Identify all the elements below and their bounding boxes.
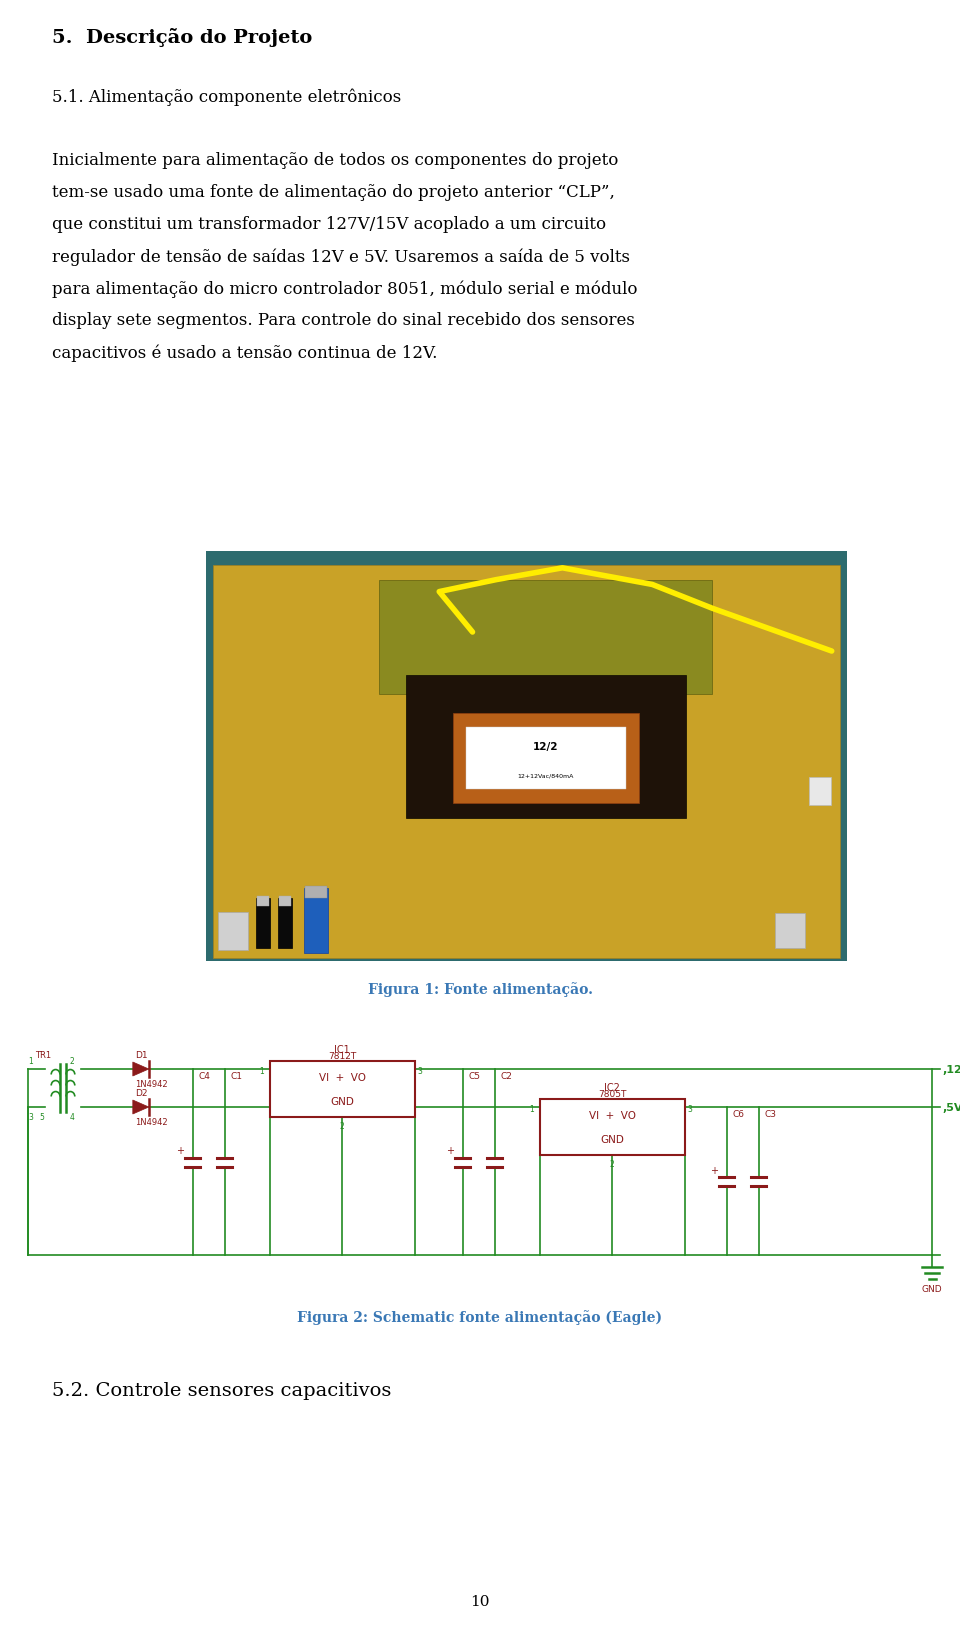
Text: C5: C5 [468, 1071, 481, 1081]
Text: Figura 1: Fonte alimentação.: Figura 1: Fonte alimentação. [368, 981, 592, 996]
Text: C2: C2 [501, 1071, 513, 1081]
Text: 5.  Descrição do Projeto: 5. Descrição do Projeto [52, 28, 312, 47]
Text: Inicialmente para alimentação de todos os componentes do projeto: Inicialmente para alimentação de todos o… [52, 152, 618, 170]
Text: C3: C3 [765, 1110, 777, 1118]
Bar [304, 888, 328, 954]
Text: 4: 4 [70, 1112, 75, 1121]
Text: +: + [445, 1146, 454, 1156]
Bar [808, 778, 830, 805]
Text: display sete segmentos. Para controle do sinal recebido dos sensores: display sete segmentos. Para controle do… [52, 311, 635, 329]
Text: GND: GND [922, 1284, 943, 1293]
Text: 7805T: 7805T [598, 1089, 627, 1099]
Text: 1N4942: 1N4942 [134, 1117, 167, 1126]
Text: Figura 2: Schematic fonte alimentação (Eagle): Figura 2: Schematic fonte alimentação (E… [298, 1309, 662, 1324]
Bar [270, 1061, 415, 1117]
Text: 12+12Vac/840mA: 12+12Vac/840mA [517, 773, 574, 778]
Text: VI  +  VO: VI + VO [319, 1073, 366, 1082]
Bar [379, 580, 712, 694]
Bar [540, 1099, 684, 1156]
Text: C6: C6 [732, 1110, 745, 1118]
Text: tem-se usado uma fonte de alimentação do projeto anterior “CLP”,: tem-se usado uma fonte de alimentação do… [52, 184, 614, 200]
Text: GND: GND [600, 1134, 624, 1144]
Text: capacitivos é usado a tensão continua de 12V.: capacitivos é usado a tensão continua de… [52, 344, 438, 362]
Text: 3: 3 [687, 1105, 693, 1113]
Bar [213, 566, 840, 958]
Bar [257, 897, 270, 906]
Text: para alimentação do micro controlador 8051, módulo serial e módulo: para alimentação do micro controlador 80… [52, 280, 637, 297]
Bar [406, 675, 685, 818]
Text: GND: GND [330, 1097, 354, 1107]
Text: que constitui um transformador 127V/15V acoplado a um circuito: que constitui um transformador 127V/15V … [52, 215, 606, 233]
Bar [206, 551, 847, 962]
Text: regulador de tensão de saídas 12V e 5V. Usaremos a saída de 5 volts: regulador de tensão de saídas 12V e 5V. … [52, 248, 630, 266]
Polygon shape [132, 1063, 149, 1076]
Text: +: + [709, 1165, 718, 1175]
Text: ,12V: ,12V [942, 1064, 960, 1074]
Text: C4: C4 [199, 1071, 210, 1081]
Text: 12/2: 12/2 [533, 742, 559, 751]
Text: 5.2. Controle sensores capacitivos: 5.2. Controle sensores capacitivos [52, 1381, 392, 1399]
Text: 3: 3 [418, 1068, 422, 1076]
Text: C1: C1 [230, 1071, 243, 1081]
Text: D1: D1 [134, 1050, 148, 1060]
Bar [279, 897, 292, 906]
Text: 3: 3 [28, 1112, 33, 1121]
Text: 7812T: 7812T [328, 1051, 356, 1061]
Bar [466, 727, 626, 789]
Text: 5: 5 [39, 1112, 44, 1121]
Text: IC2: IC2 [605, 1082, 620, 1092]
Text: 1: 1 [259, 1068, 264, 1076]
Bar [256, 898, 271, 949]
Polygon shape [132, 1100, 149, 1115]
Text: D2: D2 [134, 1089, 147, 1097]
Text: 2: 2 [70, 1056, 75, 1066]
Text: 1N4942: 1N4942 [134, 1079, 167, 1089]
Text: 2: 2 [340, 1121, 345, 1130]
Text: 2: 2 [610, 1159, 614, 1169]
Text: 1: 1 [529, 1105, 534, 1113]
Text: TR1: TR1 [35, 1050, 51, 1060]
Text: IC1: IC1 [334, 1045, 350, 1055]
Bar [305, 887, 327, 898]
Bar [278, 898, 293, 949]
Text: 5.1. Alimentação componente eletrônicos: 5.1. Alimentação componente eletrônicos [52, 88, 401, 106]
Bar [452, 714, 639, 804]
Text: VI  +  VO: VI + VO [588, 1110, 636, 1120]
Text: 10: 10 [470, 1594, 490, 1609]
Bar [775, 913, 804, 949]
Text: 1: 1 [28, 1056, 33, 1066]
Bar [218, 911, 249, 950]
Text: ,5V: ,5V [942, 1102, 960, 1112]
Text: +: + [176, 1146, 183, 1156]
